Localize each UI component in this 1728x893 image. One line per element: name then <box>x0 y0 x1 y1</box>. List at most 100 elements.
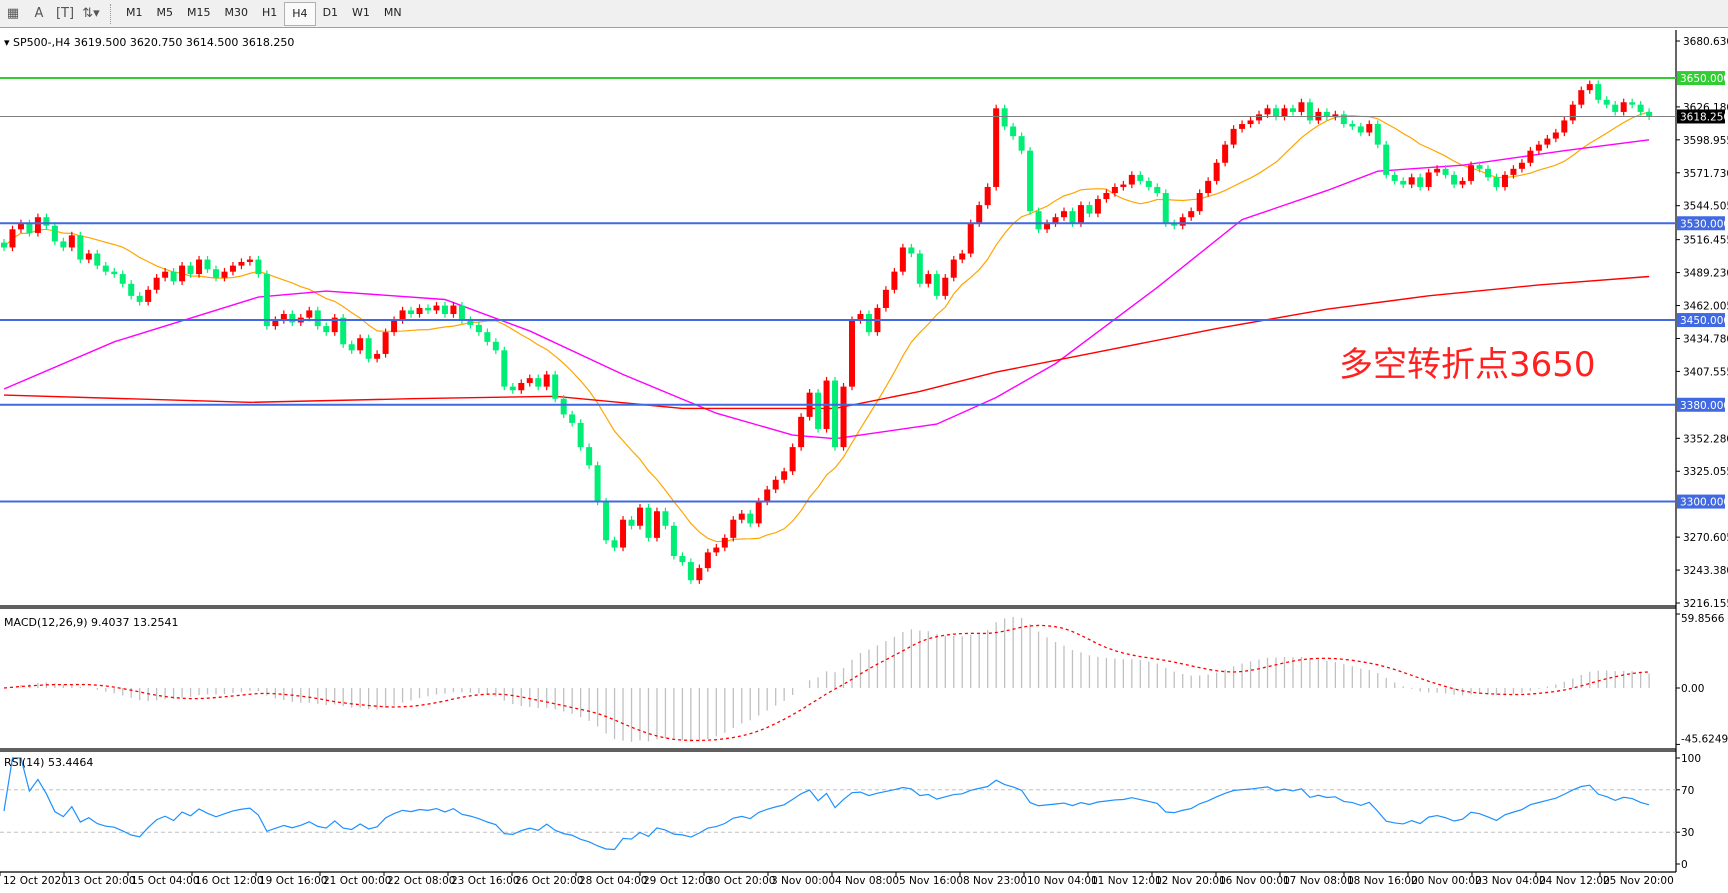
candle-up <box>857 314 864 321</box>
candle-up <box>721 537 728 548</box>
timeframe-m1[interactable]: M1 <box>126 5 143 19</box>
timeframe-h1[interactable]: H1 <box>262 5 278 19</box>
candle-down <box>1612 104 1619 112</box>
candle-down <box>577 422 584 448</box>
time-tick-label: 28 Oct 04:00 <box>579 875 647 887</box>
level-price-label: 3380.000 <box>1680 400 1728 412</box>
candle-up <box>416 307 423 315</box>
timeframe-w1[interactable]: W1 <box>352 5 370 19</box>
timeframe-d1[interactable]: D1 <box>322 5 339 19</box>
candle-down <box>43 217 50 226</box>
candle-down <box>348 344 355 351</box>
time-tick-label: 23 Oct 16:00 <box>451 875 519 887</box>
time-tick-label: 10 Nov 04:00 <box>1027 875 1098 887</box>
toolbar-separator <box>110 3 113 24</box>
time-tick-label: 17 Nov 08:00 <box>1283 875 1354 887</box>
timeframe-mn[interactable]: MN <box>383 5 402 19</box>
timeframe-m15[interactable]: M15 <box>187 5 211 19</box>
candle-down <box>832 380 839 448</box>
candle-up <box>738 513 745 520</box>
price-tick-label: 3516.455 <box>1683 235 1728 247</box>
candle-down <box>747 513 754 524</box>
time-tick-label: 21 Oct 00:00 <box>323 875 391 887</box>
candle-down <box>492 341 499 351</box>
candle-down <box>908 247 915 254</box>
level-price-tag <box>1677 216 1725 231</box>
level-price-tag <box>1677 494 1725 509</box>
candle-down <box>1629 102 1636 105</box>
candle-up <box>1281 108 1288 117</box>
candle-down <box>1383 144 1390 175</box>
candle-up <box>1230 128 1237 145</box>
text-box-icon[interactable]: [T] <box>55 6 75 21</box>
price-tick-label: 3462.005 <box>1683 301 1728 313</box>
candle-down <box>1027 150 1034 212</box>
time-tick-label: 22 Oct 08:00 <box>387 875 455 887</box>
candle-down <box>560 398 567 415</box>
rsi-tick-label: 30 <box>1681 827 1694 839</box>
candle-down <box>204 259 211 270</box>
candle-up <box>1128 174 1135 185</box>
candle-down <box>1357 126 1364 133</box>
candle-up <box>925 274 932 284</box>
ma-fast-line <box>3 111 1650 543</box>
candle-up <box>518 382 525 391</box>
arrows-icon[interactable]: ⇅▾ <box>82 6 100 21</box>
candle-up <box>1196 193 1203 212</box>
candle-down <box>425 307 431 311</box>
text-A-icon[interactable]: A <box>34 6 44 21</box>
level-price-label: 3450.000 <box>1680 315 1728 327</box>
candle-down <box>1137 174 1144 181</box>
candle-up <box>1256 114 1263 121</box>
timeframe-group: M1 M5 M15 M30 H1 H4 D1 W1 MN <box>119 1 409 26</box>
candle-down <box>1323 111 1330 117</box>
annotation-text: 多空转折点3650 <box>1339 345 1596 385</box>
candle-up <box>730 519 737 538</box>
dropdown-triangle-icon: ▾ <box>4 36 13 49</box>
candle-up <box>1239 124 1246 129</box>
timeframe-m5[interactable]: M5 <box>156 5 174 19</box>
rsi-tick-label: 100 <box>1681 753 1701 765</box>
candle-down <box>128 283 135 296</box>
candle-up <box>145 289 152 302</box>
timeframe-m30[interactable]: M30 <box>224 5 249 19</box>
candle-up <box>450 305 457 315</box>
candle-up <box>196 259 203 275</box>
candle-up <box>950 259 957 278</box>
candle-down <box>111 271 118 275</box>
candle-up <box>1425 172 1432 187</box>
candle-up <box>1052 217 1059 224</box>
current-price-label: 3618.250 <box>1680 111 1728 123</box>
time-tick-label: 13 Oct 20:00 <box>67 875 135 887</box>
price-tick-label: 3216.155 <box>1683 598 1728 610</box>
candle-down <box>815 392 822 429</box>
rsi-title: RSI(14) 53.4464 <box>4 756 93 769</box>
candle-down <box>213 269 219 278</box>
candle-down <box>1417 177 1424 187</box>
time-tick-label: 3 Nov 00:00 <box>771 875 835 887</box>
candle-down <box>679 556 686 563</box>
candle-up <box>764 489 771 502</box>
time-tick-label: 29 Oct 12:00 <box>643 875 711 887</box>
candle-up <box>620 519 627 548</box>
candle-down <box>1069 211 1076 224</box>
candle-up <box>399 310 406 321</box>
candle-down <box>916 253 923 284</box>
candle-up <box>653 511 660 538</box>
candle-up <box>1468 165 1475 181</box>
time-tick-label: 12 Nov 20:00 <box>1155 875 1226 887</box>
candle-up <box>1569 104 1576 121</box>
candle-up <box>1213 162 1220 181</box>
time-tick-label: 30 Oct 20:00 <box>707 875 775 887</box>
candle-up <box>1552 132 1559 139</box>
candle-up <box>374 353 381 359</box>
candle-down <box>1603 99 1610 105</box>
price-tick-label: 3598.955 <box>1683 135 1728 147</box>
candle-up <box>1518 162 1525 169</box>
timeframe-h4[interactable]: H4 <box>284 1 316 26</box>
candle-up <box>1120 184 1127 187</box>
candle-down <box>1035 211 1042 230</box>
candle-up <box>899 247 906 272</box>
grid-icon[interactable]: ▦ <box>6 6 20 21</box>
